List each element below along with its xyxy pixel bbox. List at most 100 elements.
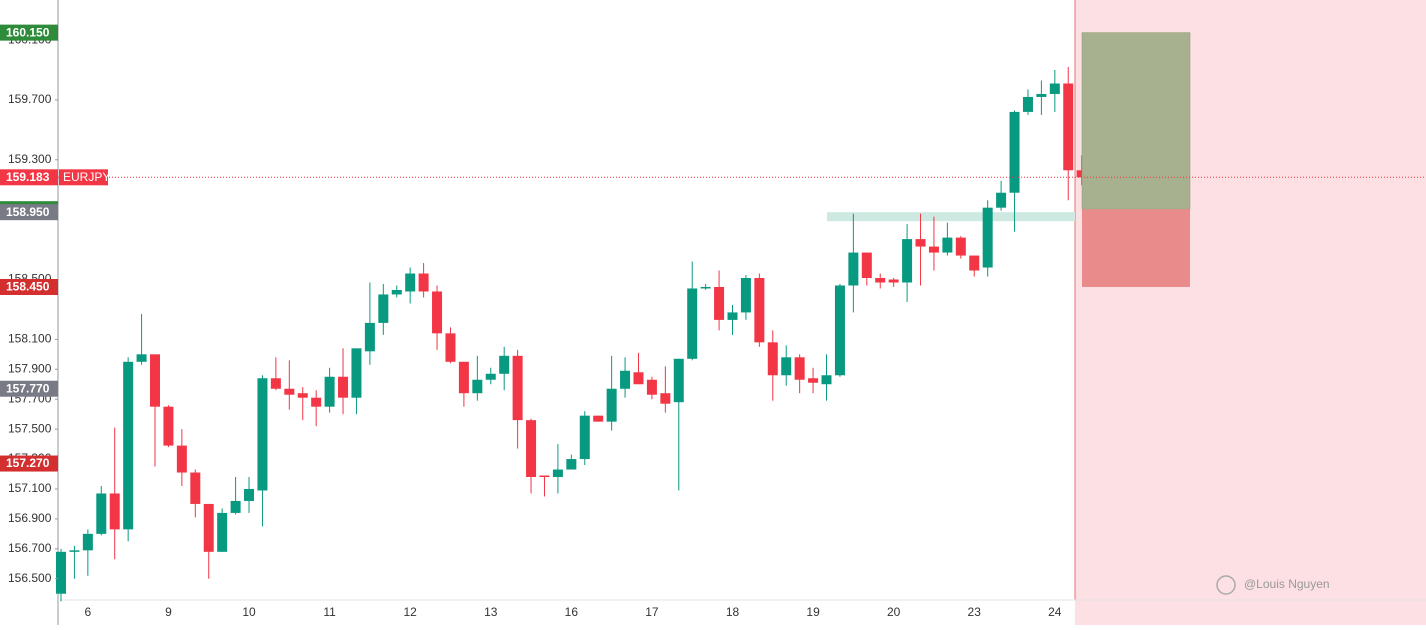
candle-body (767, 342, 778, 376)
candle-body (270, 378, 281, 389)
candle-body (861, 252, 872, 279)
x-tick-label: 10 (242, 605, 256, 619)
candle-body (109, 493, 120, 530)
price-badge-label: 157.770 (6, 381, 50, 395)
candle-body (136, 354, 147, 362)
candle-body (1049, 83, 1060, 94)
price-badge (0, 380, 58, 397)
candle-body (391, 289, 402, 295)
candle-body (432, 291, 443, 334)
x-tick-label: 24 (1048, 605, 1062, 619)
candle-body (781, 357, 792, 376)
candle-body (620, 370, 631, 389)
candle-body (69, 550, 80, 552)
candle-body (646, 379, 657, 395)
candle-body (794, 357, 805, 380)
candle-body (284, 388, 295, 395)
candle-body (875, 278, 886, 283)
candle-body (821, 375, 832, 385)
y-tick-label: 159.700 (8, 92, 52, 106)
support-zone (826, 212, 1075, 222)
price-badge (0, 204, 58, 221)
candle-body (566, 459, 577, 470)
x-tick-label: 12 (404, 605, 418, 619)
candle-body (915, 239, 926, 247)
candle-body (1009, 111, 1020, 193)
candle-body (96, 493, 107, 534)
candle-body (552, 469, 563, 478)
stop-box (1082, 209, 1190, 287)
candle-body (217, 512, 228, 552)
price-badge-label: 160.150 (6, 25, 50, 39)
x-tick-label: 13 (484, 605, 498, 619)
y-tick-label: 157.100 (8, 481, 52, 495)
price-badge-label: 158.450 (6, 280, 50, 294)
candle-body (324, 376, 335, 407)
candle-body (405, 273, 416, 292)
candle-body (163, 406, 174, 446)
target-box (1081, 32, 1191, 210)
x-tick-label: 17 (645, 605, 659, 619)
candle-body (512, 355, 523, 421)
candle-body (955, 237, 966, 256)
price-badge-label: 158.950 (6, 205, 50, 219)
candle-body (660, 393, 671, 404)
x-tick-label: 6 (85, 605, 92, 619)
candle-body (593, 415, 604, 422)
candle-body (257, 378, 268, 491)
candle-body (230, 500, 241, 513)
candle-body (338, 376, 349, 398)
current-price-badge (0, 169, 58, 186)
current-price-label: 159.183 (6, 170, 50, 184)
candle-body (1036, 93, 1047, 97)
candle-body (351, 348, 362, 398)
candle-body (203, 503, 214, 552)
candle-body (445, 333, 456, 362)
price-badge (0, 278, 58, 295)
candle-body (472, 379, 483, 394)
candle-body (754, 278, 765, 343)
y-tick-label: 157.900 (8, 361, 52, 375)
candle-body (606, 388, 617, 422)
x-tick-label: 18 (726, 605, 740, 619)
candle-body (499, 355, 510, 374)
candle-body (485, 373, 496, 380)
candle-body (996, 192, 1007, 208)
candle-body (56, 551, 66, 594)
watermark-icon (1216, 575, 1236, 595)
candle-body (673, 358, 684, 403)
candle-body (579, 415, 590, 460)
candle-body (1063, 83, 1074, 171)
y-tick-label: 156.900 (8, 511, 52, 525)
symbol-badge (59, 169, 108, 186)
candle-body (727, 312, 738, 320)
x-tick-label: 20 (887, 605, 901, 619)
y-tick-label: 157.500 (8, 421, 52, 435)
candle-body (458, 361, 469, 394)
candle-body (418, 273, 429, 292)
x-tick-label: 11 (323, 605, 336, 619)
candle-body (1076, 170, 1087, 178)
candle-body (888, 279, 899, 283)
y-tick-label: 159.300 (8, 152, 52, 166)
candle-body (714, 286, 725, 320)
price-badge-label: 157.270 (6, 456, 50, 470)
candle-body (942, 237, 953, 253)
candle-body (834, 285, 845, 376)
candle-body (902, 239, 913, 283)
x-tick-label: 16 (565, 605, 579, 619)
candle-body (848, 252, 859, 286)
watermark: @Louis Nguyen (1244, 577, 1330, 591)
candle-body (297, 393, 308, 398)
candle-body (700, 286, 711, 289)
candle-body (364, 322, 375, 352)
candle-body (633, 372, 644, 385)
candle-body (526, 420, 537, 478)
candle-body (928, 246, 939, 253)
candle-body (539, 475, 550, 478)
candle-body (311, 397, 322, 407)
candle-body (190, 472, 201, 504)
candle-body (123, 361, 134, 530)
candle-body (740, 278, 751, 313)
